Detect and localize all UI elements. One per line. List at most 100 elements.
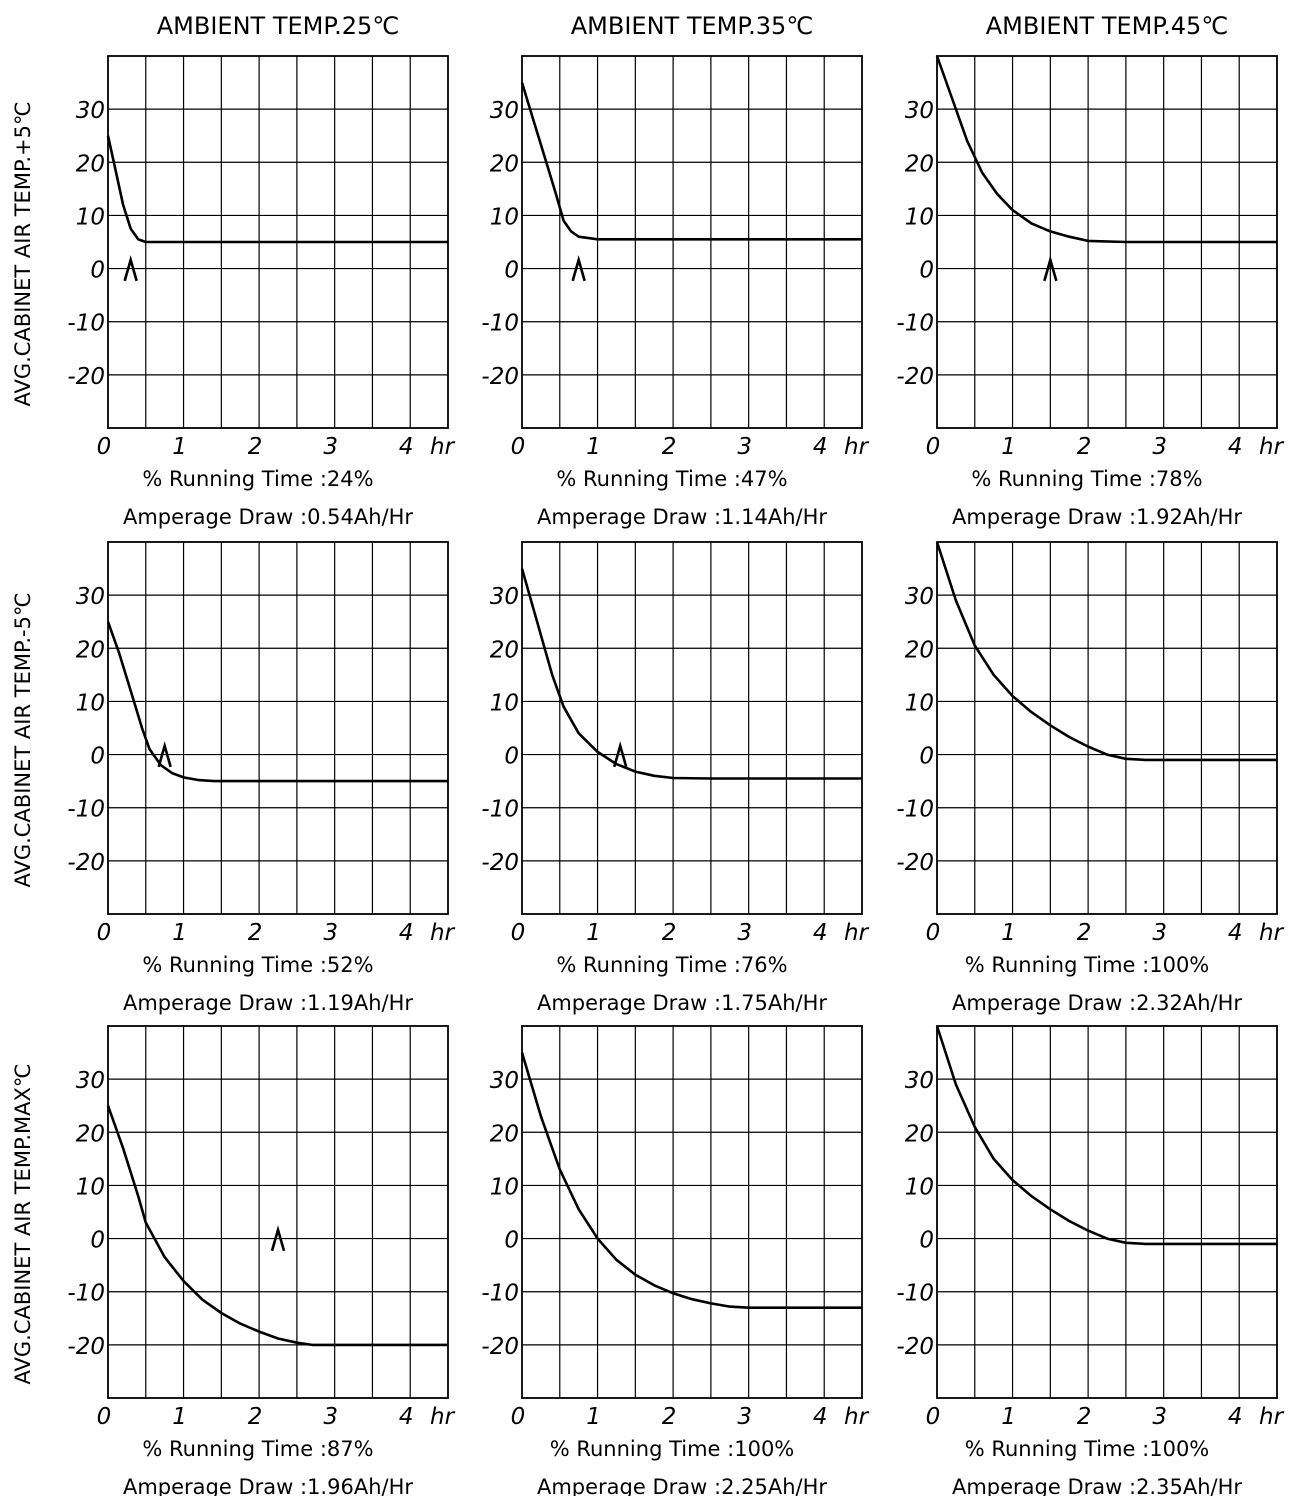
x-tick-label: 2 [662, 434, 677, 460]
row-label-3: AVG.CABINET AIR TEMP.MAX℃ [11, 1063, 35, 1384]
x-tick-label: 3 [323, 1404, 338, 1430]
x-tick-label: 1 [1001, 1404, 1016, 1430]
x-tick-label: 1 [586, 1404, 601, 1430]
x-tick-label: 0 [926, 434, 941, 460]
y-tick-label: 0 [919, 258, 934, 284]
running-time-caption: % Running Time :52% [142, 953, 373, 977]
y-tick-label: 30 [490, 584, 519, 610]
x-tick-label: 4 [813, 434, 828, 460]
cycle-marker-icon [571, 255, 586, 282]
x-tick-label: 3 [737, 1404, 752, 1430]
running-time-caption: % Running Time :100% [965, 953, 1210, 977]
x-unit-label: hr [430, 434, 456, 460]
x-unit-label: hr [1259, 1404, 1285, 1430]
y-tick-label: -10 [481, 1281, 519, 1307]
y-tick-label: -10 [896, 797, 934, 823]
x-tick-label: 1 [1001, 434, 1016, 460]
chart-panel-r1c1: 30 20 10 0 -10 -20 0 1 2 3 4 hr % Running Time :24% A… [67, 55, 456, 529]
temperature-curve [935, 541, 1277, 762]
y-tick-label: 0 [90, 258, 105, 284]
y-tick-label: 10 [76, 690, 105, 716]
chart-panel-r3c2: 30 20 10 0 -10 -20 0 1 2 3 4 hr % Running Time :100%… [481, 1025, 870, 1496]
x-unit-label: hr [430, 920, 456, 946]
running-time-caption: % Running Time :78% [971, 467, 1202, 491]
y-tick-label: 20 [905, 637, 934, 663]
y-tick-label: 10 [76, 1174, 105, 1200]
x-tick-label: 3 [737, 434, 752, 460]
y-tick-label: -20 [896, 364, 934, 390]
x-tick-label: 4 [1228, 1404, 1243, 1430]
x-tick-label: 2 [248, 920, 263, 946]
column-title-3: AMBIENT TEMP.45℃ [986, 12, 1228, 40]
running-time-caption: % Running Time :76% [556, 953, 787, 977]
chart-panel-r2c2: 30 20 10 0 -10 -20 0 1 2 3 4 hr % Running Time :76% A… [481, 541, 870, 1015]
x-tick-label: 3 [737, 920, 752, 946]
y-tick-label: 30 [905, 584, 934, 610]
amperage-draw-caption: Amperage Draw :1.14Ah/Hr [537, 505, 827, 529]
y-tick-label: 20 [905, 1121, 934, 1147]
x-tick-label: 4 [813, 1404, 828, 1430]
x-tick-label: 2 [662, 920, 677, 946]
y-tick-label: -20 [67, 364, 105, 390]
y-tick-label: -20 [67, 1334, 105, 1360]
y-tick-label: -10 [896, 1281, 934, 1307]
x-tick-label: 2 [1077, 434, 1092, 460]
column-title-1: AMBIENT TEMP.25℃ [157, 12, 399, 40]
y-tick-label: -10 [481, 311, 519, 337]
y-tick-label: 0 [919, 1228, 934, 1254]
x-tick-label: 3 [1152, 434, 1167, 460]
y-tick-label: -20 [896, 850, 934, 876]
x-tick-label: 4 [1228, 434, 1243, 460]
running-time-caption: % Running Time :24% [142, 467, 373, 491]
x-tick-label: 2 [248, 434, 263, 460]
temperature-curve [520, 82, 862, 241]
cycle-marker-icon [157, 741, 172, 768]
amperage-draw-caption: Amperage Draw :2.25Ah/Hr [537, 1475, 827, 1496]
y-tick-label: 10 [490, 690, 519, 716]
x-tick-label: 4 [1228, 920, 1243, 946]
x-tick-label: 0 [97, 1404, 112, 1430]
cycle-marker-icon [612, 741, 628, 768]
x-tick-label: 1 [1001, 920, 1016, 946]
x-tick-label: 1 [586, 434, 601, 460]
x-tick-label: 1 [586, 920, 601, 946]
x-tick-label: 3 [1152, 920, 1167, 946]
chart-panel-r1c2: 30 20 10 0 -10 -20 0 1 2 3 4 hr % Running Time :47% A… [481, 55, 870, 529]
chart-panel-r3c3: 30 20 10 0 -10 -20 0 1 2 3 4 hr % Running Time :100%… [896, 1025, 1285, 1496]
y-tick-label: 30 [76, 584, 105, 610]
x-tick-label: 0 [926, 920, 941, 946]
cycle-marker-icon [270, 1225, 286, 1252]
x-tick-label: 1 [172, 1404, 187, 1430]
x-tick-label: 2 [662, 1404, 677, 1430]
running-time-caption: % Running Time :100% [965, 1437, 1210, 1461]
y-tick-label: 30 [490, 1068, 519, 1094]
y-tick-label: -10 [67, 1281, 105, 1307]
x-tick-label: 1 [172, 434, 187, 460]
y-tick-label: 20 [490, 637, 519, 663]
x-tick-label: 4 [399, 434, 414, 460]
y-tick-label: 30 [490, 98, 519, 124]
plot-frame [936, 541, 1278, 915]
plot-frame [936, 1025, 1278, 1399]
y-tick-label: 10 [490, 204, 519, 230]
chart-panel-r2c1: 30 20 10 0 -10 -20 0 1 2 3 4 hr % Running Time :52% A… [67, 541, 456, 1015]
y-tick-label: 10 [905, 1174, 934, 1200]
x-tick-label: 0 [97, 434, 112, 460]
running-time-caption: % Running Time :100% [550, 1437, 795, 1461]
x-unit-label: hr [844, 434, 870, 460]
y-tick-label: 30 [905, 1068, 934, 1094]
y-tick-label: 20 [76, 1121, 105, 1147]
cycle-marker-icon [123, 255, 138, 282]
y-tick-label: -20 [481, 1334, 519, 1360]
x-tick-label: 1 [172, 920, 187, 946]
chart-panel-r1c3: 30 20 10 0 -10 -20 0 1 2 3 4 hr % Running Time :78% A… [896, 55, 1285, 529]
y-tick-label: 0 [504, 258, 519, 284]
y-tick-label: 10 [905, 204, 934, 230]
chart-panel-r2c3: 30 20 10 0 -10 -20 0 1 2 3 4 hr % Running Time :100%… [896, 541, 1285, 1015]
x-tick-label: 3 [323, 434, 338, 460]
row-label-2: AVG.CABINET AIR TEMP.-5℃ [11, 592, 35, 887]
column-title-2: AMBIENT TEMP.35℃ [571, 12, 813, 40]
running-time-caption: % Running Time :47% [556, 467, 787, 491]
y-tick-label: 20 [76, 637, 105, 663]
